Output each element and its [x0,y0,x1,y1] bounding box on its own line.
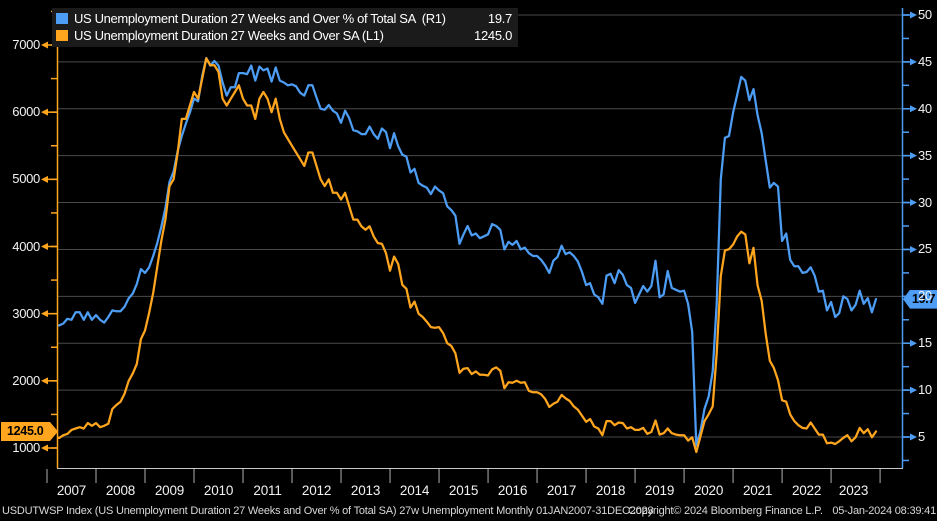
x-axis-year-label: 2014 [399,483,430,498]
x-axis-year-label: 2011 [253,483,282,498]
x-axis-year-label: 2022 [791,483,822,498]
chart-legend: US Unemployment Duration 27 Weeks and Ov… [52,8,518,47]
footer-copyright: Copyright© 2024 Bloomberg Finance L.P. [628,505,823,517]
x-axis-year-label: 2020 [693,483,724,498]
y-axis-right-tick-label: 20 [918,288,932,304]
y-axis-right-tick-label: 5 [918,429,925,444]
legend-label: US Unemployment Duration 27 Weeks and Ov… [74,28,384,43]
x-axis-year-label: 2012 [301,483,332,498]
legend-label: US Unemployment Duration 27 Weeks and Ov… [74,11,446,26]
x-axis-year-label: 2021 [742,483,773,498]
x-axis-year-label: 2023 [838,483,869,498]
y-axis-right-tick-label: 50 [918,7,932,22]
y-axis-right-tick-label: 30 [918,194,932,210]
y-axis-left-tick-label: 2000 [12,372,40,388]
y-axis-right-tick-label: 15 [918,335,932,351]
footer-datetime: 05-Jan-2024 08:39:41 [832,505,936,517]
x-axis-year-label: 2013 [350,483,381,498]
x-axis-year-label: 2015 [448,483,479,498]
x-axis-year-label: 2016 [497,483,528,498]
y-axis-right-tick-label: 40 [918,100,932,116]
legend-row-pct-of-total[interactable]: US Unemployment Duration 27 Weeks and Ov… [56,10,512,27]
x-axis-year-label: 2008 [105,483,136,498]
footer-security-description: USDUTWSP Index (US Unemployment Duration… [2,505,654,517]
last-value-badge-left: 1245.0 [1,422,58,441]
footer-bar: USDUTWSP Index (US Unemployment Duration… [0,504,937,520]
legend-row-level-sa[interactable]: US Unemployment Duration 27 Weeks and Ov… [56,27,512,44]
y-axis-right-tick-label: 35 [918,147,932,163]
x-axis-year-label: 2018 [595,483,626,498]
legend-swatch-orange [56,30,68,41]
y-axis-left-tick-label: 5000 [12,171,40,187]
x-axis-year-label: 2019 [644,483,675,498]
legend-value: 19.7 [487,11,512,26]
x-axis-year-label: 2007 [56,483,87,498]
y-axis-left-tick-label: 4000 [12,238,40,254]
y-axis-left-tick-label: 1000 [12,440,40,455]
x-axis-year-label: 2017 [546,483,577,498]
legend-swatch-blue [56,13,68,24]
y-axis-left-tick-label: 6000 [12,104,40,120]
y-axis-left-tick-label: 3000 [12,305,40,321]
legend-value: 1245.0 [474,28,512,43]
y-axis-left-tick-label: 7000 [12,37,40,52]
last-value-badge-right: 19.7 [903,289,937,309]
y-axis-right-tick-label: 25 [918,241,932,257]
x-axis-year-label: 2009 [154,483,185,498]
x-axis-year-label: 2010 [203,483,234,498]
y-axis-right-tick-label: 45 [918,53,932,69]
y-axis-right-tick-label: 10 [918,382,932,398]
